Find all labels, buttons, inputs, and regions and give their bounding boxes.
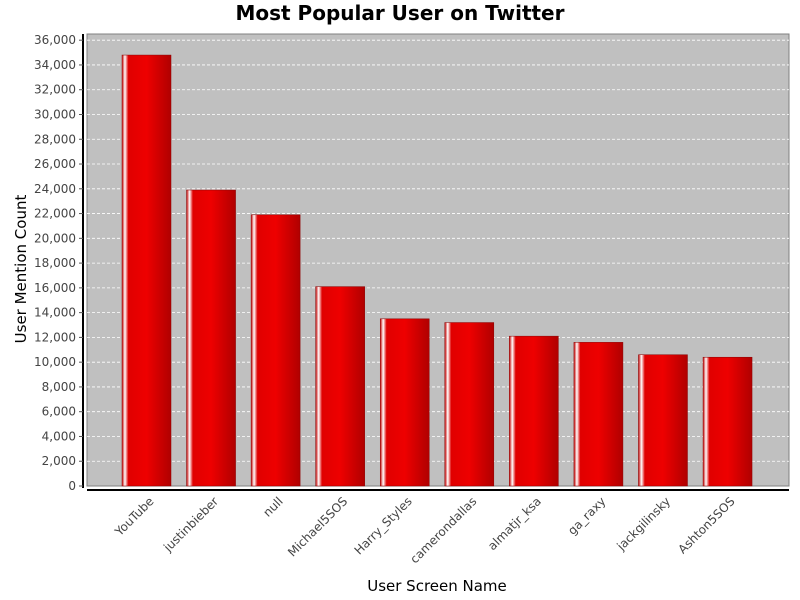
y-tick-label: 6,000: [42, 405, 76, 419]
x-tick-label: jackgilinsky: [613, 494, 673, 554]
bar: [573, 342, 624, 487]
y-tick-label: 22,000: [34, 207, 76, 221]
bar: [250, 214, 301, 487]
bar: [702, 356, 753, 487]
y-tick-label: 16,000: [34, 281, 76, 295]
bar: [379, 318, 430, 487]
y-tick-label: 30,000: [34, 107, 76, 121]
y-tick-label: 34,000: [34, 58, 76, 72]
y-axis-ticks: 0 2,000 4,000 6,000 8,000 10,000 12,000 14,000 1…: [34, 33, 83, 493]
y-tick-label: 20,000: [34, 231, 76, 245]
bar: [444, 322, 495, 487]
y-tick-label: 2,000: [42, 454, 76, 468]
x-tick-label: Ashton5SOS: [675, 494, 737, 556]
y-tick-label: 0: [68, 479, 76, 493]
y-tick-label: 8,000: [42, 380, 76, 394]
x-tick-label: Michael5SOS: [285, 494, 350, 559]
y-tick-label: 28,000: [34, 132, 76, 146]
x-axis-category-labels: YouTube justinbieber null Michael5SOS Harry_…: [112, 494, 738, 566]
y-tick-label: 24,000: [34, 182, 76, 196]
bar: [121, 54, 172, 487]
x-tick-label: YouTube: [112, 494, 157, 539]
bar: [186, 189, 236, 487]
x-tick-label: justinbieber: [160, 494, 221, 555]
y-tick-label: 4,000: [42, 429, 76, 443]
bar: [315, 286, 365, 487]
x-tick-label: camerondallas: [407, 494, 479, 566]
bar: [638, 354, 688, 487]
y-tick-label: 12,000: [34, 330, 76, 344]
y-tick-label: 26,000: [34, 157, 76, 171]
x-tick-label: Harry_Styles: [352, 494, 415, 557]
bar: [509, 335, 559, 487]
y-tick-label: 36,000: [34, 33, 76, 47]
y-tick-label: 32,000: [34, 83, 76, 97]
chart-title: Most Popular User on Twitter: [235, 1, 564, 25]
x-tick-label: null: [260, 494, 285, 519]
y-tick-label: 10,000: [34, 355, 76, 369]
y-tick-label: 14,000: [34, 306, 76, 320]
x-tick-label: almatjr_ksa: [485, 494, 544, 553]
x-tick-label: ga_raxy: [565, 494, 608, 537]
bars: [121, 54, 753, 487]
y-tick-label: 18,000: [34, 256, 76, 270]
x-axis-title: User Screen Name: [367, 577, 507, 595]
y-axis-title: User Mention Count: [12, 195, 30, 344]
